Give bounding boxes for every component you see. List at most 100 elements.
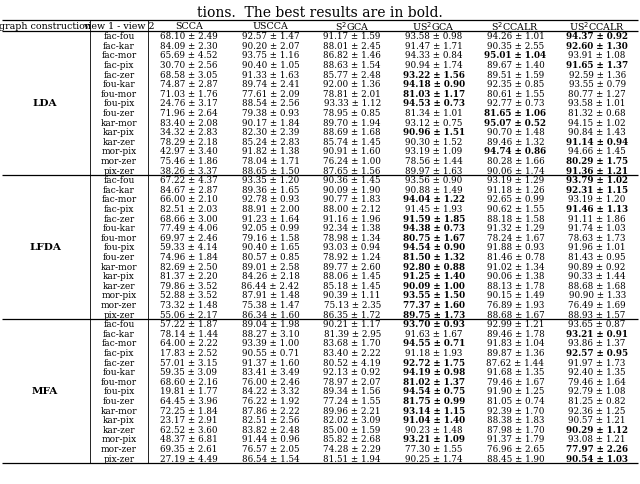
Text: 88.18 ± 1.58: 88.18 ± 1.58 <box>486 214 544 223</box>
Text: 91.88 ± 0.93: 91.88 ± 0.93 <box>487 243 544 252</box>
Text: 94.04 ± 1.22: 94.04 ± 1.22 <box>403 195 465 204</box>
Text: 91.36 ± 1.21: 91.36 ± 1.21 <box>566 166 628 175</box>
Text: 94.54 ± 0.90: 94.54 ± 0.90 <box>403 243 465 252</box>
Text: 93.39 ± 1.00: 93.39 ± 1.00 <box>242 339 299 348</box>
Text: 77.97 ± 2.26: 77.97 ± 2.26 <box>566 444 628 453</box>
Text: 90.57 ± 1.21: 90.57 ± 1.21 <box>568 415 626 424</box>
Text: fac-fou: fac-fou <box>103 32 134 41</box>
Text: 91.11 ± 1.86: 91.11 ± 1.86 <box>568 214 626 223</box>
Text: 91.83 ± 1.04: 91.83 ± 1.04 <box>486 339 544 348</box>
Text: 92.78 ± 0.93: 92.78 ± 0.93 <box>242 195 299 204</box>
Text: 91.16 ± 1.96: 91.16 ± 1.96 <box>323 214 381 223</box>
Text: 87.91 ± 1.48: 87.91 ± 1.48 <box>242 291 300 300</box>
Text: 91.46 ± 1.13: 91.46 ± 1.13 <box>566 205 628 213</box>
Text: fou-zer: fou-zer <box>103 396 135 405</box>
Text: 93.19 ± 1.20: 93.19 ± 1.20 <box>568 195 626 204</box>
Text: 78.97 ± 2.07: 78.97 ± 2.07 <box>323 377 381 386</box>
Text: 88.01 ± 2.45: 88.01 ± 2.45 <box>323 42 381 51</box>
Text: 78.24 ± 1.67: 78.24 ± 1.67 <box>486 233 545 242</box>
Text: US$^2$GCA: US$^2$GCA <box>412 20 455 33</box>
Text: 69.97 ± 2.46: 69.97 ± 2.46 <box>160 233 218 242</box>
Text: 34.32 ± 2.83: 34.32 ± 2.83 <box>160 128 218 137</box>
Text: 93.55 ± 0.79: 93.55 ± 0.79 <box>568 80 626 89</box>
Text: 68.66 ± 3.00: 68.66 ± 3.00 <box>160 214 218 223</box>
Text: fou-kar: fou-kar <box>102 224 136 233</box>
Text: 74.96 ± 1.84: 74.96 ± 1.84 <box>160 253 218 261</box>
Text: 91.47 ± 1.71: 91.47 ± 1.71 <box>405 42 463 51</box>
Text: 94.19 ± 0.98: 94.19 ± 0.98 <box>403 367 465 377</box>
Text: fac-mor: fac-mor <box>101 51 136 60</box>
Text: 90.25 ± 1.74: 90.25 ± 1.74 <box>405 454 463 463</box>
Text: 90.40 ± 1.65: 90.40 ± 1.65 <box>242 243 300 252</box>
Text: fac-kar: fac-kar <box>103 185 135 195</box>
Text: 88.69 ± 1.68: 88.69 ± 1.68 <box>323 128 381 137</box>
Text: 38.26 ± 3.37: 38.26 ± 3.37 <box>160 166 218 175</box>
Text: 69.35 ± 2.61: 69.35 ± 2.61 <box>160 444 218 453</box>
Text: 94.18 ± 0.90: 94.18 ± 0.90 <box>403 80 465 89</box>
Text: 57.01 ± 3.15: 57.01 ± 3.15 <box>160 358 218 367</box>
Text: USCCA: USCCA <box>253 22 289 31</box>
Text: 89.70 ± 1.94: 89.70 ± 1.94 <box>323 119 381 127</box>
Text: kar-pix: kar-pix <box>103 272 135 281</box>
Text: 90.94 ± 1.74: 90.94 ± 1.74 <box>405 61 463 70</box>
Text: 91.17 ± 1.59: 91.17 ± 1.59 <box>323 32 381 41</box>
Text: 85.77 ± 2.48: 85.77 ± 2.48 <box>323 71 381 79</box>
Text: 93.70 ± 0.93: 93.70 ± 0.93 <box>403 319 465 329</box>
Text: 94.55 ± 0.71: 94.55 ± 0.71 <box>403 339 465 348</box>
Text: 81.05 ± 0.74: 81.05 ± 0.74 <box>486 396 545 405</box>
Text: fac-zer: fac-zer <box>104 214 134 223</box>
Text: 91.68 ± 1.35: 91.68 ± 1.35 <box>487 367 544 377</box>
Text: 91.18 ± 1.93: 91.18 ± 1.93 <box>405 348 463 357</box>
Text: 92.60 ± 1.30: 92.60 ± 1.30 <box>566 42 628 51</box>
Text: 81.43 ± 0.95: 81.43 ± 0.95 <box>568 253 626 261</box>
Text: 91.25 ± 1.40: 91.25 ± 1.40 <box>403 272 465 281</box>
Text: 89.96 ± 2.21: 89.96 ± 2.21 <box>323 406 381 415</box>
Text: 92.80 ± 0.88: 92.80 ± 0.88 <box>403 262 465 271</box>
Text: 68.10 ± 2.49: 68.10 ± 2.49 <box>160 32 218 41</box>
Text: 90.40 ± 1.05: 90.40 ± 1.05 <box>242 61 300 70</box>
Text: 59.35 ± 3.09: 59.35 ± 3.09 <box>161 367 218 377</box>
Text: 76.22 ± 1.92: 76.22 ± 1.92 <box>242 396 300 405</box>
Text: fac-pix: fac-pix <box>104 61 134 70</box>
Text: 81.46 ± 0.78: 81.46 ± 0.78 <box>486 253 545 261</box>
Text: 90.29 ± 1.12: 90.29 ± 1.12 <box>566 425 628 434</box>
Text: mor-zer: mor-zer <box>101 157 137 166</box>
Text: 62.52 ± 3.60: 62.52 ± 3.60 <box>160 425 218 434</box>
Text: kar-zer: kar-zer <box>102 425 135 434</box>
Text: 66.00 ± 2.10: 66.00 ± 2.10 <box>160 195 218 204</box>
Text: 93.08 ± 1.21: 93.08 ± 1.21 <box>568 435 626 443</box>
Text: 93.56 ± 0.90: 93.56 ± 0.90 <box>405 176 463 185</box>
Text: 91.32 ± 1.29: 91.32 ± 1.29 <box>487 224 544 233</box>
Text: LFDA: LFDA <box>29 243 61 252</box>
Text: 80.61 ± 1.55: 80.61 ± 1.55 <box>487 90 544 99</box>
Text: 76.89 ± 1.93: 76.89 ± 1.93 <box>487 301 544 309</box>
Text: 92.57 ± 1.47: 92.57 ± 1.47 <box>242 32 300 41</box>
Text: 48.37 ± 6.81: 48.37 ± 6.81 <box>160 435 218 443</box>
Text: 78.63 ± 1.73: 78.63 ± 1.73 <box>568 233 626 242</box>
Text: 84.67 ± 2.87: 84.67 ± 2.87 <box>160 185 218 195</box>
Text: fac-pix: fac-pix <box>104 205 134 213</box>
Text: pix-zer: pix-zer <box>104 454 134 463</box>
Text: 93.55 ± 1.50: 93.55 ± 1.50 <box>403 291 465 300</box>
Text: 91.33 ± 1.63: 91.33 ± 1.63 <box>242 71 299 79</box>
Text: fac-mor: fac-mor <box>101 195 136 204</box>
Text: 88.91 ± 2.00: 88.91 ± 2.00 <box>242 205 300 213</box>
Text: 93.12 ± 0.75: 93.12 ± 0.75 <box>405 119 463 127</box>
Text: 78.98 ± 1.34: 78.98 ± 1.34 <box>323 233 381 242</box>
Text: 94.37 ± 0.92: 94.37 ± 0.92 <box>566 32 628 41</box>
Text: SCCA: SCCA <box>175 22 203 31</box>
Text: 81.50 ± 1.32: 81.50 ± 1.32 <box>403 253 465 261</box>
Text: 89.51 ± 1.59: 89.51 ± 1.59 <box>487 71 544 79</box>
Text: 93.21 ± 1.09: 93.21 ± 1.09 <box>403 435 465 443</box>
Text: 79.46 ± 1.67: 79.46 ± 1.67 <box>486 377 545 386</box>
Text: 90.90 ± 1.33: 90.90 ± 1.33 <box>568 291 626 300</box>
Text: 86.35 ± 1.72: 86.35 ± 1.72 <box>323 310 381 319</box>
Text: 84.09 ± 2.30: 84.09 ± 2.30 <box>160 42 218 51</box>
Text: 84.22 ± 3.32: 84.22 ± 3.32 <box>242 387 300 396</box>
Text: 83.40 ± 2.22: 83.40 ± 2.22 <box>323 348 381 357</box>
Text: 57.22 ± 1.87: 57.22 ± 1.87 <box>160 319 218 329</box>
Text: 90.36 ± 1.45: 90.36 ± 1.45 <box>323 176 381 185</box>
Text: 91.44 ± 0.96: 91.44 ± 0.96 <box>242 435 300 443</box>
Text: 78.95 ± 0.85: 78.95 ± 0.85 <box>323 109 381 118</box>
Text: fac-fou: fac-fou <box>103 319 134 329</box>
